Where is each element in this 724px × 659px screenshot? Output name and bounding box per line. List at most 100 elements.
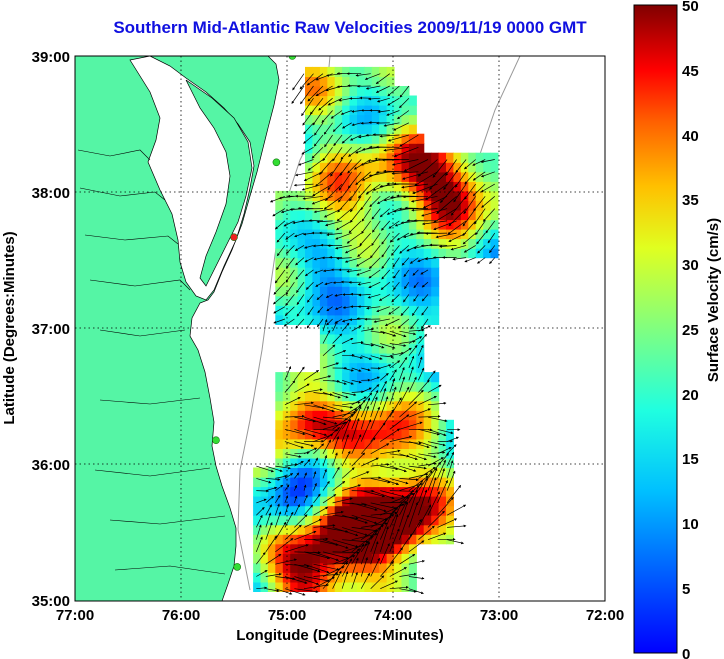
velocity-cell [394,572,403,583]
velocity-cell [483,190,492,201]
velocity-cell [349,572,358,583]
velocity-cell [253,496,262,507]
velocity-cell [364,581,373,592]
velocity-arrow [380,503,405,516]
velocity-cell [423,210,432,221]
velocity-cell [401,467,410,478]
velocity-arrow [489,257,496,265]
velocity-cell [408,124,417,135]
velocity-cell [475,171,484,182]
velocity-arrow [295,257,305,266]
velocity-arrow [399,245,410,254]
velocity-cell [297,391,306,402]
velocity-cell [319,95,328,106]
velocity-cell [394,429,403,440]
velocity-arrow [380,355,394,359]
velocity-cell [401,267,410,278]
velocity-cell [305,438,313,449]
velocity-arrow [274,511,282,528]
velocity-cell [371,477,380,488]
velocity-arrow [276,232,286,243]
velocity-cell [401,391,410,402]
velocity-cell [349,381,358,392]
velocity-cell [431,162,440,173]
velocity-cell [342,362,351,373]
velocity-arrow [357,245,371,257]
velocity-cell [371,391,380,402]
velocity-cell [475,162,484,173]
velocity-cell [379,572,388,583]
velocity-cell [260,581,269,592]
velocity-arrow [380,409,394,430]
velocity-arrow [294,588,319,593]
velocity-arrow [295,171,314,177]
velocity-arrow [408,408,431,418]
velocity-arrow [294,484,297,491]
velocity-cell [401,572,410,583]
velocity-cell [483,238,492,249]
velocity-cell [408,400,417,411]
velocity-cell [312,372,321,383]
velocity-cell [334,152,343,163]
velocity-cell [334,343,343,354]
velocity-cell [253,553,262,564]
velocity-arrow [485,220,496,234]
lat-tick: 38:00 [32,185,70,202]
velocity-arrow [342,122,352,129]
velocity-cell [408,477,417,488]
velocity-cell [408,276,417,287]
velocity-cell [357,267,365,278]
velocity-cell [460,248,469,259]
velocity-cell [386,105,395,116]
velocity-arrow [272,208,286,217]
velocity-arrow [332,452,338,467]
velocity-arrow [313,257,324,261]
velocity-arrow [315,281,324,287]
velocity-arrow [381,158,409,162]
velocity-cell [260,505,269,516]
velocity-arrow [322,404,344,412]
velocity-arrow [326,232,343,237]
velocity-cell [357,353,365,364]
velocity-arrow [313,457,318,467]
velocity-arrow [370,389,379,405]
velocity-cell [371,496,380,507]
velocity-cell [290,515,299,526]
velocity-arrow [330,159,343,177]
velocity-cell [297,457,306,468]
velocity-cell [386,419,395,430]
velocity-arrow [314,269,324,274]
velocity-arrow [294,472,300,479]
velocity-arrow [421,318,429,330]
velocity-cell [334,229,343,240]
velocity-cell [401,353,410,364]
velocity-arrow [421,294,429,302]
velocity-cell [371,333,380,344]
velocity-arrow [389,378,396,393]
colorbar-tick: 50 [682,0,699,15]
velocity-arrows [255,72,496,596]
velocity-arrow [284,495,289,504]
velocity-arrow [437,479,448,504]
velocity-cell [342,124,351,135]
velocity-arrow [341,337,354,344]
velocity-cell [342,543,351,554]
velocity-arrow [409,257,419,264]
velocity-arrow [408,519,422,540]
velocity-cell [342,372,351,383]
velocity-arrow [294,514,308,528]
velocity-arrow [313,524,336,528]
velocity-arrow [361,387,372,393]
velocity-cell [349,333,358,344]
velocity-arrow [357,281,371,286]
velocity-cell [371,276,380,287]
velocity-cell [453,171,462,182]
velocity-cell [386,229,395,240]
velocity-cell [319,190,328,201]
velocity-cell [342,496,351,507]
velocity-cell [357,362,365,373]
velocity-cell [334,505,343,516]
velocity-cell [312,496,321,507]
velocity-cell [386,543,395,554]
velocity-cell [275,477,284,488]
